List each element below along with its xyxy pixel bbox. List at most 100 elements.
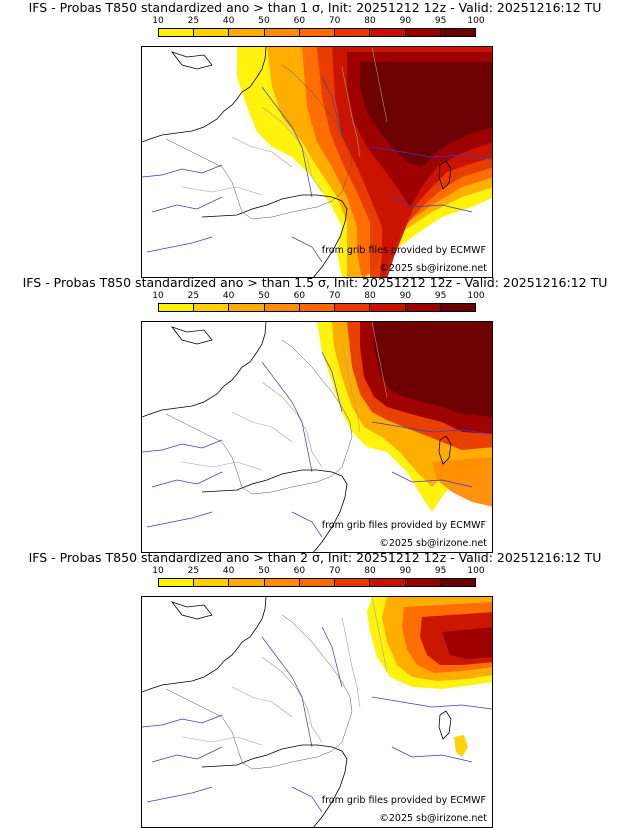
colorbar-tick-label: 60	[293, 291, 306, 301]
colorbar-swatch	[159, 304, 195, 311]
colorbar-tick-label: 95	[434, 16, 447, 26]
colorbar-tick-label: 100	[467, 291, 485, 301]
colorbar-swatch	[335, 29, 371, 36]
country-border	[165, 339, 353, 495]
country-border	[165, 614, 353, 770]
river	[371, 696, 492, 710]
colorbar-tick-labels: 10 25 40 50 60 70 80 90 95 100	[152, 566, 484, 578]
country-border	[165, 64, 353, 220]
river	[261, 361, 313, 473]
colorbar-tick-label: 25	[187, 566, 200, 576]
river	[291, 786, 323, 813]
map-svg	[142, 597, 492, 827]
river	[261, 636, 313, 748]
region-border	[231, 411, 293, 443]
colorbar-swatch	[335, 304, 371, 311]
england-coast	[170, 601, 213, 620]
colorbar-swatch	[440, 304, 475, 311]
source-credit: from grib files provided by ECMWF	[321, 245, 486, 256]
colorbar-swatches	[158, 578, 476, 587]
colorbar-swatch	[299, 304, 336, 311]
probability-region	[432, 457, 492, 507]
region-border	[371, 322, 388, 398]
probability-region	[360, 62, 492, 167]
panel-title: IFS - Probas T850 standardized ano > tha…	[28, 0, 602, 15]
colorbar-tick-label: 60	[293, 16, 306, 26]
colorbar-tick-label: 40	[222, 16, 235, 26]
region-border	[181, 186, 263, 196]
map-panel-1: IFS - Probas T850 standardized ano > tha…	[0, 0, 630, 278]
probability-map: from grib files provided by ECMWF ©2025 …	[141, 596, 493, 828]
colorbar-tick-label: 80	[364, 291, 376, 301]
colorbar-tick-label: 40	[222, 566, 235, 576]
river	[371, 421, 492, 435]
colorbar-tick-label: 95	[434, 566, 447, 576]
colorbar-swatches	[158, 28, 476, 37]
river	[321, 626, 343, 688]
colorbar-tick-label: 100	[467, 566, 485, 576]
panel-title: IFS - Probas T850 standardized ano > tha…	[22, 275, 608, 290]
region-border	[261, 381, 323, 468]
colorbar-swatch	[370, 29, 406, 36]
colorbar-swatch	[264, 29, 300, 36]
river	[391, 471, 473, 488]
corsica-island	[438, 435, 452, 465]
river	[146, 786, 213, 803]
colorbar-swatch	[370, 579, 406, 586]
copyright-credit: ©2025 sb@irizone.net	[379, 813, 487, 824]
river	[291, 236, 323, 263]
panel-title: IFS - Probas T850 standardized ano > tha…	[28, 550, 602, 565]
colorbar-tick-label: 25	[187, 291, 200, 301]
colorbar-tick-label: 95	[434, 291, 447, 301]
probability-map: from grib files provided by ECMWF ©2025 …	[141, 321, 493, 553]
coastline	[142, 47, 267, 143]
colorbar-tick-label: 80	[364, 566, 376, 576]
england-coast	[170, 326, 213, 345]
colorbar-tick-label: 90	[399, 16, 412, 26]
coastline	[142, 597, 267, 693]
colorbar-swatch	[229, 579, 265, 586]
colorbar-swatch	[370, 304, 406, 311]
river	[142, 164, 223, 178]
region-border	[181, 461, 263, 471]
river	[151, 471, 223, 488]
colorbar-tick-label: 90	[399, 291, 412, 301]
river	[321, 351, 343, 413]
colorbar-tick-label: 50	[258, 566, 270, 576]
river	[391, 746, 473, 763]
map-svg	[142, 322, 492, 552]
colorbar-swatch	[194, 579, 230, 586]
england-coast	[170, 51, 213, 70]
source-credit: from grib files provided by ECMWF	[321, 795, 486, 806]
region-border	[371, 597, 388, 673]
colorbar-tick-labels: 10 25 40 50 60 70 80 90 95 100	[152, 291, 484, 303]
river	[291, 511, 323, 538]
colorbar-swatch	[405, 29, 441, 36]
coastline	[201, 469, 348, 552]
river	[142, 439, 223, 453]
colorbar-swatch	[264, 304, 300, 311]
map-svg	[142, 47, 492, 277]
colorbar-swatch	[159, 29, 195, 36]
coastline	[142, 322, 267, 418]
colorbar-tick-labels: 10 25 40 50 60 70 80 90 95 100	[152, 16, 484, 28]
probability-region	[454, 735, 468, 757]
probability-region	[442, 627, 492, 659]
colorbar-swatch	[229, 29, 265, 36]
river	[391, 196, 473, 213]
colorbar-swatch	[229, 304, 265, 311]
copyright-credit: ©2025 sb@irizone.net	[379, 538, 487, 549]
region-border	[341, 616, 361, 708]
river	[261, 86, 313, 198]
region-border	[231, 686, 293, 718]
colorbar-swatch	[299, 579, 336, 586]
colorbar: 10 25 40 50 60 70 80 90 95 100	[152, 16, 485, 41]
source-credit: from grib files provided by ECMWF	[321, 520, 486, 531]
colorbar-swatch	[440, 579, 475, 586]
probability-region	[374, 322, 492, 417]
river	[142, 714, 223, 728]
map-panel-3: IFS - Probas T850 standardized ano > tha…	[0, 550, 630, 828]
river	[321, 76, 343, 138]
colorbar-tick-label: 10	[152, 291, 164, 301]
colorbar-tick-label: 40	[222, 291, 235, 301]
